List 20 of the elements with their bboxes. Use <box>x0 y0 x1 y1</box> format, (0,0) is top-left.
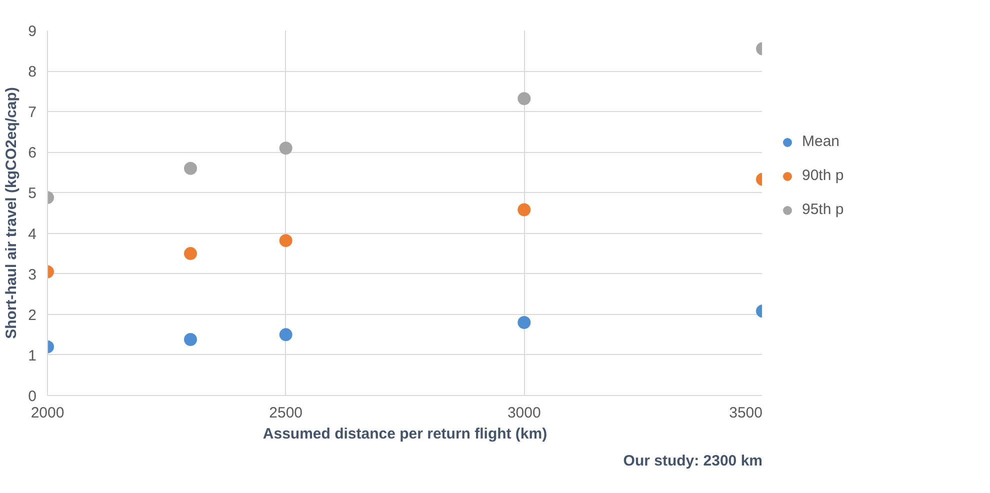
y-tick-label: 6 <box>28 144 36 162</box>
x-tick-label: 3500 <box>729 404 763 422</box>
x-tick-label: 2500 <box>269 404 303 422</box>
y-tick-label: 1 <box>28 347 36 364</box>
y-tick-label: 2 <box>28 306 36 324</box>
y-tick-label: 7 <box>28 104 36 122</box>
x-axis-title: Assumed distance per return flight (km) <box>262 426 548 442</box>
legend-label: 90th p <box>802 167 844 184</box>
x-tick-label: 2000 <box>30 404 64 422</box>
y-tick-label: 4 <box>28 226 36 243</box>
y-tick-label: 3 <box>28 266 36 284</box>
y-axis-title: Short-haul air travel (kgCO2eq/cap) <box>3 87 20 339</box>
y-tick-label: 0 <box>28 388 36 405</box>
x-tick-label: 3000 <box>507 404 541 422</box>
legend-label: Mean <box>802 133 840 150</box>
text: Our study: 2300 km <box>623 452 762 470</box>
legend-label: 95th p <box>802 201 844 218</box>
y-tick-label: 5 <box>28 185 36 202</box>
y-tick-label: 9 <box>28 23 36 40</box>
y-tick-label: 8 <box>28 64 36 81</box>
